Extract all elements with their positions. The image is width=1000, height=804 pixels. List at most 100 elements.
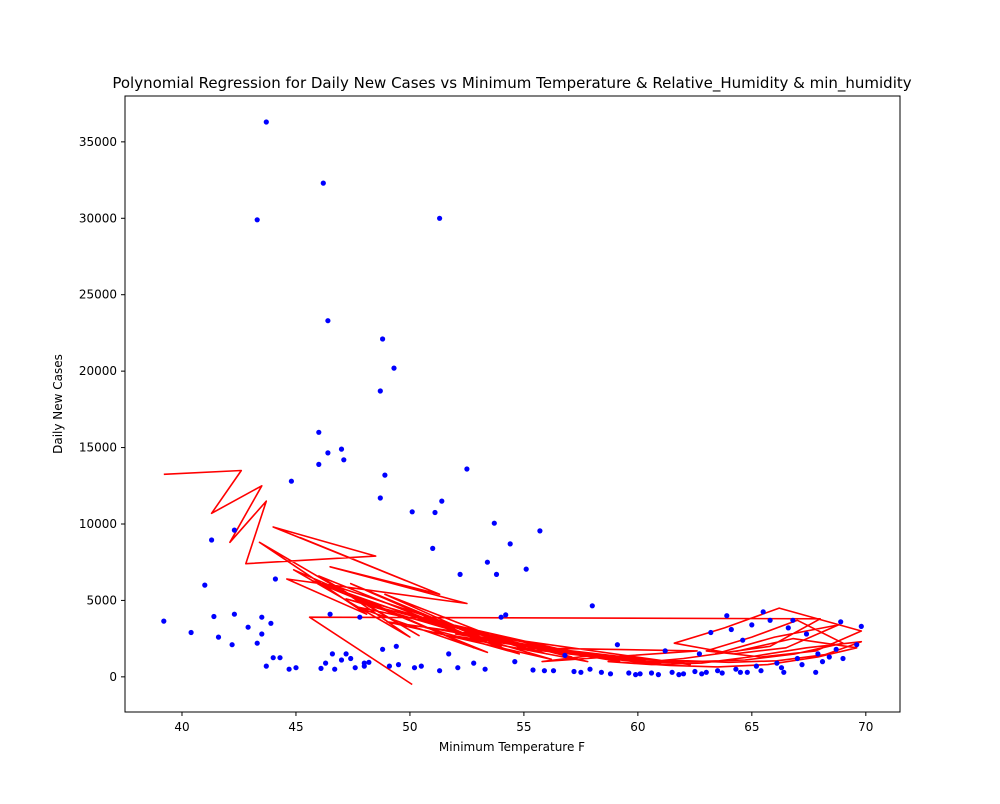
data-point xyxy=(325,318,331,324)
data-point xyxy=(268,620,274,626)
data-point xyxy=(411,665,418,671)
data-point xyxy=(578,669,584,675)
y-tick-label: 30000 xyxy=(79,211,117,225)
data-point xyxy=(316,461,322,467)
data-point xyxy=(293,665,299,671)
data-point xyxy=(259,614,265,620)
data-point xyxy=(503,612,509,618)
data-point xyxy=(813,669,819,675)
data-point xyxy=(332,666,338,672)
y-axis: 0 5000 10000 15000 20000 25000 30000 35000 xyxy=(79,135,125,684)
data-point xyxy=(854,642,860,648)
x-axis-label: Minimum Temperature F xyxy=(439,740,585,754)
data-point xyxy=(254,217,260,223)
x-axis: 40 45 50 55 60 65 70 xyxy=(174,712,873,734)
data-point xyxy=(361,660,367,666)
data-point xyxy=(648,670,655,676)
data-point xyxy=(633,672,639,678)
data-point xyxy=(457,571,463,578)
data-point xyxy=(341,457,347,463)
data-point xyxy=(587,666,593,672)
data-point xyxy=(259,631,265,637)
y-tick-label: 35000 xyxy=(79,135,117,149)
data-point xyxy=(211,613,217,620)
data-point xyxy=(550,668,557,674)
data-point xyxy=(607,671,614,677)
data-point xyxy=(377,495,383,501)
data-point xyxy=(231,611,237,617)
data-point xyxy=(774,660,780,666)
data-point xyxy=(484,559,490,565)
data-point xyxy=(692,668,698,675)
data-point xyxy=(778,665,785,671)
data-point xyxy=(338,657,345,663)
data-point xyxy=(740,637,746,643)
data-point xyxy=(343,651,349,657)
y-tick-label: 10000 xyxy=(79,517,117,531)
data-point xyxy=(377,388,383,394)
data-point xyxy=(395,662,402,668)
x-tick-label: 40 xyxy=(174,720,189,734)
data-point xyxy=(464,466,470,472)
data-point xyxy=(386,663,392,669)
data-point xyxy=(699,671,705,677)
data-point xyxy=(799,662,805,668)
data-point xyxy=(676,672,682,678)
data-point xyxy=(482,666,488,672)
regression-line xyxy=(163,469,863,686)
data-point xyxy=(437,215,443,221)
data-point xyxy=(562,652,568,659)
data-point xyxy=(231,527,237,533)
data-point xyxy=(254,640,260,646)
data-point xyxy=(662,648,668,654)
x-tick-label: 50 xyxy=(402,720,417,734)
data-point xyxy=(229,642,235,648)
data-point xyxy=(753,663,760,669)
data-point xyxy=(270,655,276,661)
data-point xyxy=(781,669,787,675)
data-point xyxy=(188,629,194,636)
y-tick-label: 25000 xyxy=(79,288,117,302)
data-point xyxy=(826,654,832,660)
data-point xyxy=(833,646,839,652)
data-point xyxy=(758,668,764,674)
data-point xyxy=(815,651,821,657)
data-point xyxy=(329,651,335,657)
data-point xyxy=(393,643,399,649)
data-point xyxy=(794,655,801,662)
data-point xyxy=(744,669,750,675)
data-point xyxy=(637,671,643,677)
data-point xyxy=(209,537,215,543)
data-point xyxy=(418,663,424,669)
data-point xyxy=(318,665,324,672)
data-point xyxy=(680,671,687,677)
data-point xyxy=(432,509,438,516)
plot-area xyxy=(161,119,864,686)
data-point xyxy=(530,667,536,673)
data-point xyxy=(626,670,632,676)
data-point xyxy=(760,609,766,615)
data-point xyxy=(288,478,294,484)
data-point xyxy=(380,646,386,652)
data-point xyxy=(790,617,796,623)
y-tick-label: 0 xyxy=(109,670,117,684)
data-point xyxy=(614,642,621,648)
data-point xyxy=(327,611,333,617)
data-point xyxy=(733,666,739,672)
data-point xyxy=(728,626,734,633)
data-point xyxy=(696,651,703,657)
data-point xyxy=(512,659,518,665)
data-point xyxy=(737,669,744,675)
data-point xyxy=(380,336,386,342)
data-point xyxy=(272,576,278,582)
x-tick-label: 55 xyxy=(516,720,531,734)
data-point xyxy=(840,655,846,662)
x-tick-label: 60 xyxy=(630,720,645,734)
data-point xyxy=(498,614,504,620)
data-point xyxy=(391,365,397,371)
plot-frame xyxy=(124,95,901,713)
data-point xyxy=(323,660,329,666)
x-tick-label: 70 xyxy=(858,720,873,734)
data-point xyxy=(263,119,269,125)
